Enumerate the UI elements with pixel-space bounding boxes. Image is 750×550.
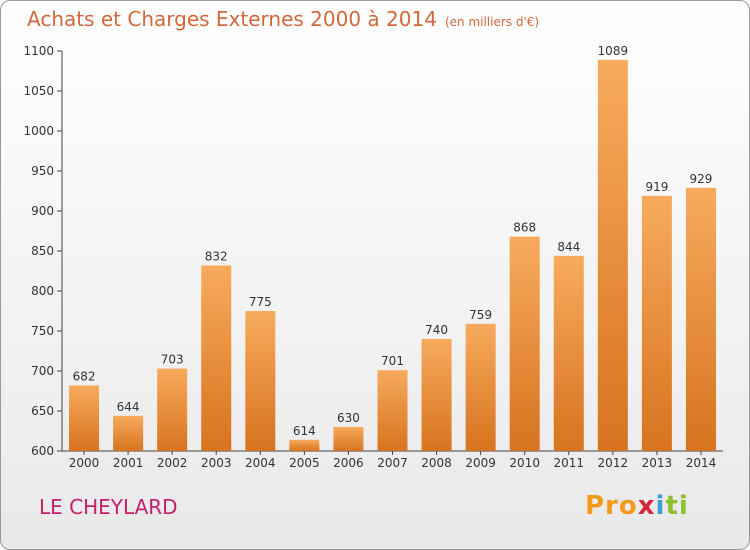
data-label: 614 — [293, 424, 316, 438]
x-tick-label: 2007 — [377, 456, 408, 470]
data-label: 929 — [690, 172, 713, 186]
bar-2006[interactable] — [333, 427, 364, 451]
bar-2003[interactable] — [201, 265, 232, 451]
x-tick-label: 2008 — [421, 456, 452, 470]
chart-title: Achats et Charges Externes 2000 à 2014 (e… — [27, 7, 539, 31]
x-tick-label: 2002 — [157, 456, 188, 470]
x-tick-label: 2011 — [553, 456, 584, 470]
bar-2014[interactable] — [685, 187, 716, 452]
x-tick-label: 2014 — [686, 456, 717, 470]
x-tick-label: 2005 — [289, 456, 320, 470]
logo-part: Pro — [585, 491, 638, 521]
logo-part: x — [637, 491, 656, 521]
bar-2013[interactable] — [641, 195, 672, 451]
x-tick-label: 2004 — [245, 456, 276, 470]
y-tick-label: 900 — [31, 204, 54, 218]
bars — [69, 59, 716, 452]
x-tick-label: 2000 — [69, 456, 100, 470]
data-label: 775 — [249, 295, 272, 309]
logo-part: ti — [665, 491, 689, 521]
x-tick-label: 2012 — [598, 456, 629, 470]
y-tick-label: 1000 — [23, 124, 54, 138]
bar-2005[interactable] — [289, 439, 320, 451]
data-label: 740 — [425, 323, 448, 337]
x-tick-label: 2013 — [642, 456, 673, 470]
data-label: 682 — [73, 369, 96, 383]
x-tick-label: 2010 — [509, 456, 540, 470]
bar-2012[interactable] — [597, 59, 628, 452]
data-label: 644 — [117, 400, 140, 414]
y-tick-label: 750 — [31, 324, 54, 338]
x-tick-label: 2003 — [201, 456, 232, 470]
y-tick-label: 1050 — [23, 84, 54, 98]
y-tick-label: 950 — [31, 164, 54, 178]
axes: 600 650 700 750 800 850 900 950 1000 1050 1100 — [23, 44, 723, 458]
bar-2007[interactable] — [377, 370, 408, 451]
y-tick-label: 1100 — [23, 44, 54, 58]
bar-2011[interactable] — [553, 255, 584, 451]
y-tick-label: 650 — [31, 404, 54, 418]
bar-2008[interactable] — [421, 339, 452, 451]
data-label: 919 — [645, 180, 668, 194]
place-name: LE CHEYLARD — [39, 495, 178, 519]
data-label: 759 — [469, 308, 492, 322]
y-tick-label: 600 — [31, 444, 54, 458]
x-tick-label: 2009 — [465, 456, 496, 470]
unit-label: (en milliers d'€) — [444, 15, 540, 29]
x-tick-label: 2001 — [113, 456, 144, 470]
bar-2002[interactable] — [157, 368, 188, 451]
bar-2009[interactable] — [465, 323, 496, 451]
bar-2001[interactable] — [113, 415, 144, 451]
y-tick-label: 800 — [31, 284, 54, 298]
y-tick-label: 700 — [31, 364, 54, 378]
data-label: 832 — [205, 249, 228, 263]
data-label: 1089 — [598, 44, 629, 58]
y-tick-label: 850 — [31, 244, 54, 258]
data-label: 844 — [557, 240, 580, 254]
bar-2004[interactable] — [245, 311, 276, 451]
proxiti-logo[interactable]: Proxiti — [585, 491, 689, 521]
bar-2000[interactable] — [69, 385, 100, 451]
data-label: 703 — [161, 353, 184, 367]
data-label: 630 — [337, 411, 360, 425]
logo-part: i — [655, 491, 666, 521]
labels: 682 2000 644 2001 703 2002 832 2003 775 2004 614 20… — [69, 44, 716, 470]
x-tick-label: 2006 — [333, 456, 364, 470]
data-label: 701 — [381, 354, 404, 368]
bar-2010[interactable] — [509, 236, 540, 451]
title-text: Achats et Charges Externes 2000 à 2014 — [27, 7, 437, 31]
data-label: 868 — [513, 221, 536, 235]
